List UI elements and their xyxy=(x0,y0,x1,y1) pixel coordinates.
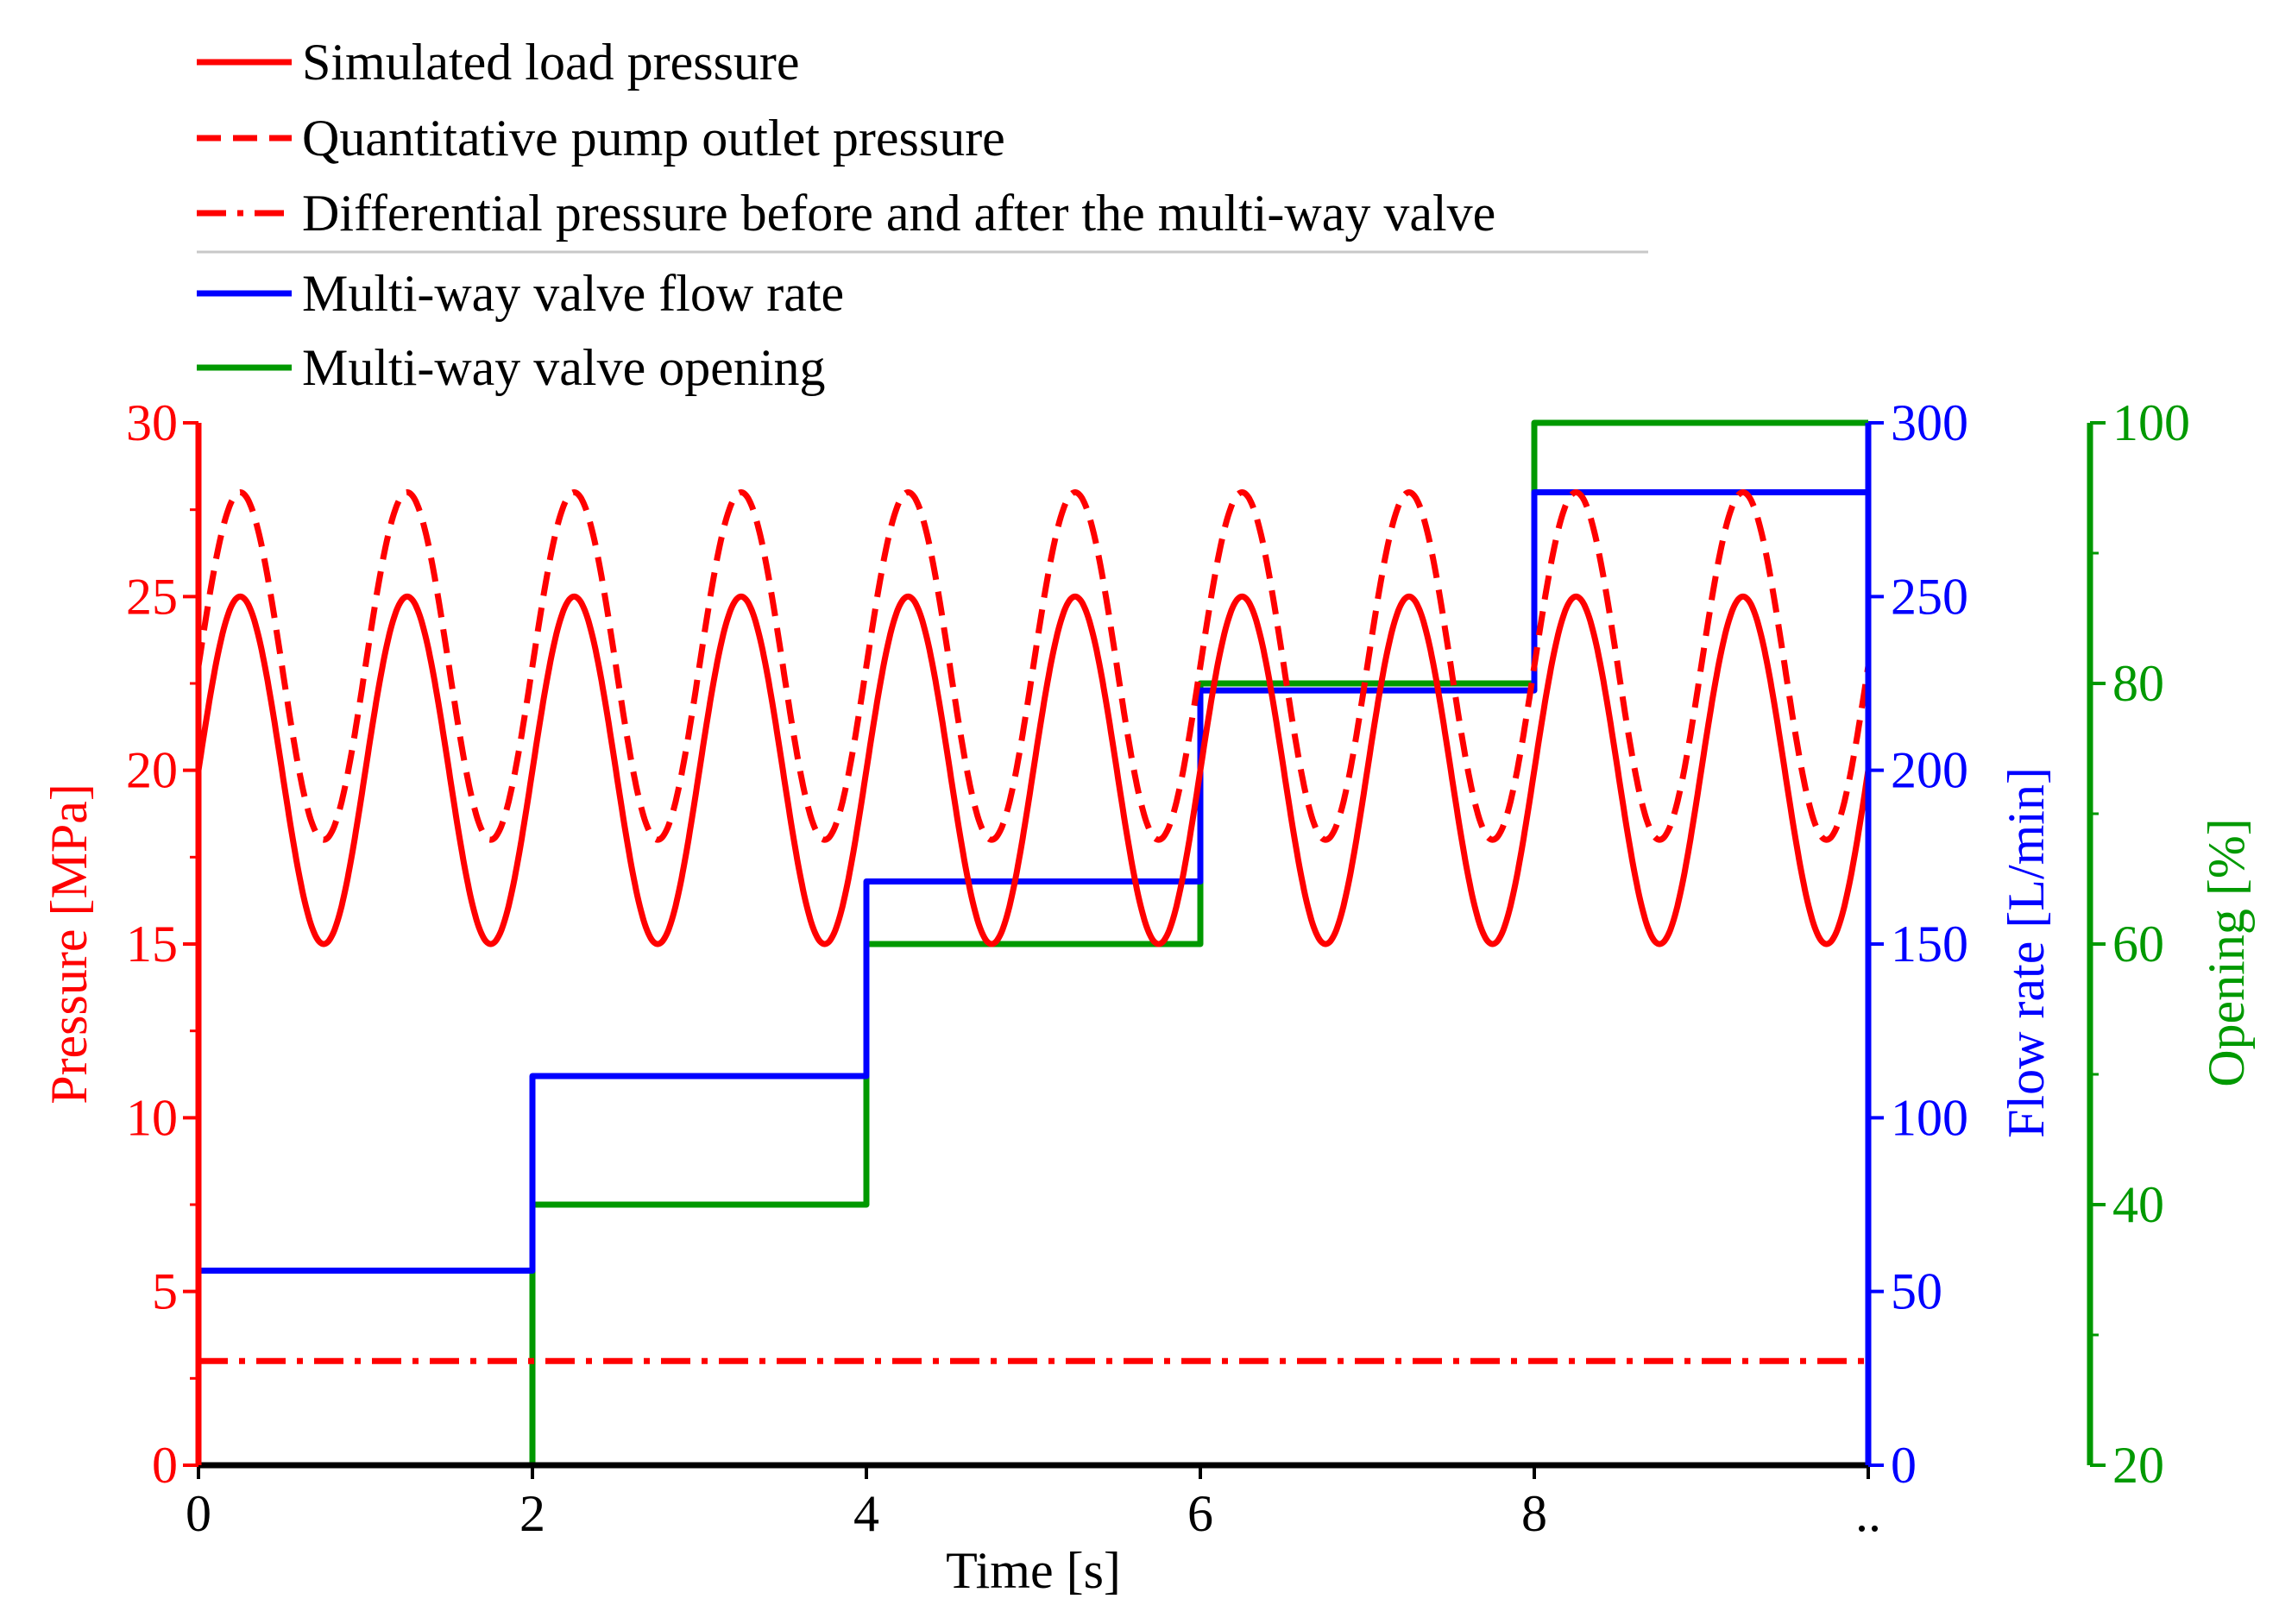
opening-tick-label: 40 xyxy=(2112,1176,2164,1233)
flow-axis-label: Flow rate [L/min] xyxy=(1998,767,2055,1138)
x-tick-label: 0 xyxy=(186,1485,211,1542)
x-tick-label: 6 xyxy=(1187,1485,1213,1542)
x-tick-label: 2 xyxy=(519,1485,545,1542)
x-tick-label: 8 xyxy=(1521,1485,1547,1542)
legend-label-differential-pressure-before-and-after-the-multi-way-valve: Differential pressure before and after t… xyxy=(302,185,1495,242)
pressure-axis-label: Pressure [MPa] xyxy=(41,784,98,1105)
x-axis-label: Time [s] xyxy=(946,1542,1121,1599)
x-tick-label: .. xyxy=(1855,1485,1881,1542)
series-multi-way-valve-flow-rate xyxy=(195,489,1868,1465)
pressure-tick-label: 25 xyxy=(126,568,178,625)
series-quantitative-pump-outlet-pressure xyxy=(195,489,1872,843)
pressure-tick-label: 5 xyxy=(152,1263,178,1320)
flow-tick-label: 200 xyxy=(1891,742,1968,799)
pressure-tick-label: 15 xyxy=(126,916,178,973)
flow-tick-label: 150 xyxy=(1891,916,1968,973)
opening-tick-label: 60 xyxy=(2112,916,2164,973)
flow-tick-label: 50 xyxy=(1891,1263,1942,1320)
x-tick-label: 4 xyxy=(853,1485,879,1542)
opening-axis-label: Opening [%] xyxy=(2198,818,2255,1087)
opening-tick-label: 100 xyxy=(2112,394,2190,451)
legend: Simulated load pressure Quantitative pump… xyxy=(197,34,1648,396)
flow-tick-label: 0 xyxy=(1891,1437,1917,1494)
axes: 0 2 4 6 8 .. Time [s] 0 5 10 15 20 25 30 Pressure [MPa… xyxy=(41,394,2255,1599)
flow-tick-label: 250 xyxy=(1891,568,1968,625)
flow-tick-label: 100 xyxy=(1891,1089,1968,1146)
series-simulated-load-pressure xyxy=(195,593,1872,947)
flow-tick-label: 300 xyxy=(1891,394,1968,451)
pressure-tick-label: 10 xyxy=(126,1089,178,1146)
legend-label-multi-way-valve-opening: Multi-way valve opening xyxy=(302,339,826,396)
pressure-tick-label: 20 xyxy=(126,742,178,799)
pressure-tick-label: 0 xyxy=(152,1437,178,1494)
opening-tick-label: 20 xyxy=(2112,1437,2164,1494)
opening-tick-label: 80 xyxy=(2112,655,2164,712)
series-multi-way-valve-opening xyxy=(198,419,1868,1469)
legend-label-simulated-load-pressure: Simulated load pressure xyxy=(302,34,800,91)
pressure-tick-label: 30 xyxy=(126,394,178,451)
legend-label-quantitative-pump-outlet-pressure: Quantitative pump outlet pressure xyxy=(302,110,1005,167)
legend-label-multi-way-valve-flow-rate: Multi-way valve flow rate xyxy=(302,265,844,322)
plot-area xyxy=(195,419,1872,1469)
